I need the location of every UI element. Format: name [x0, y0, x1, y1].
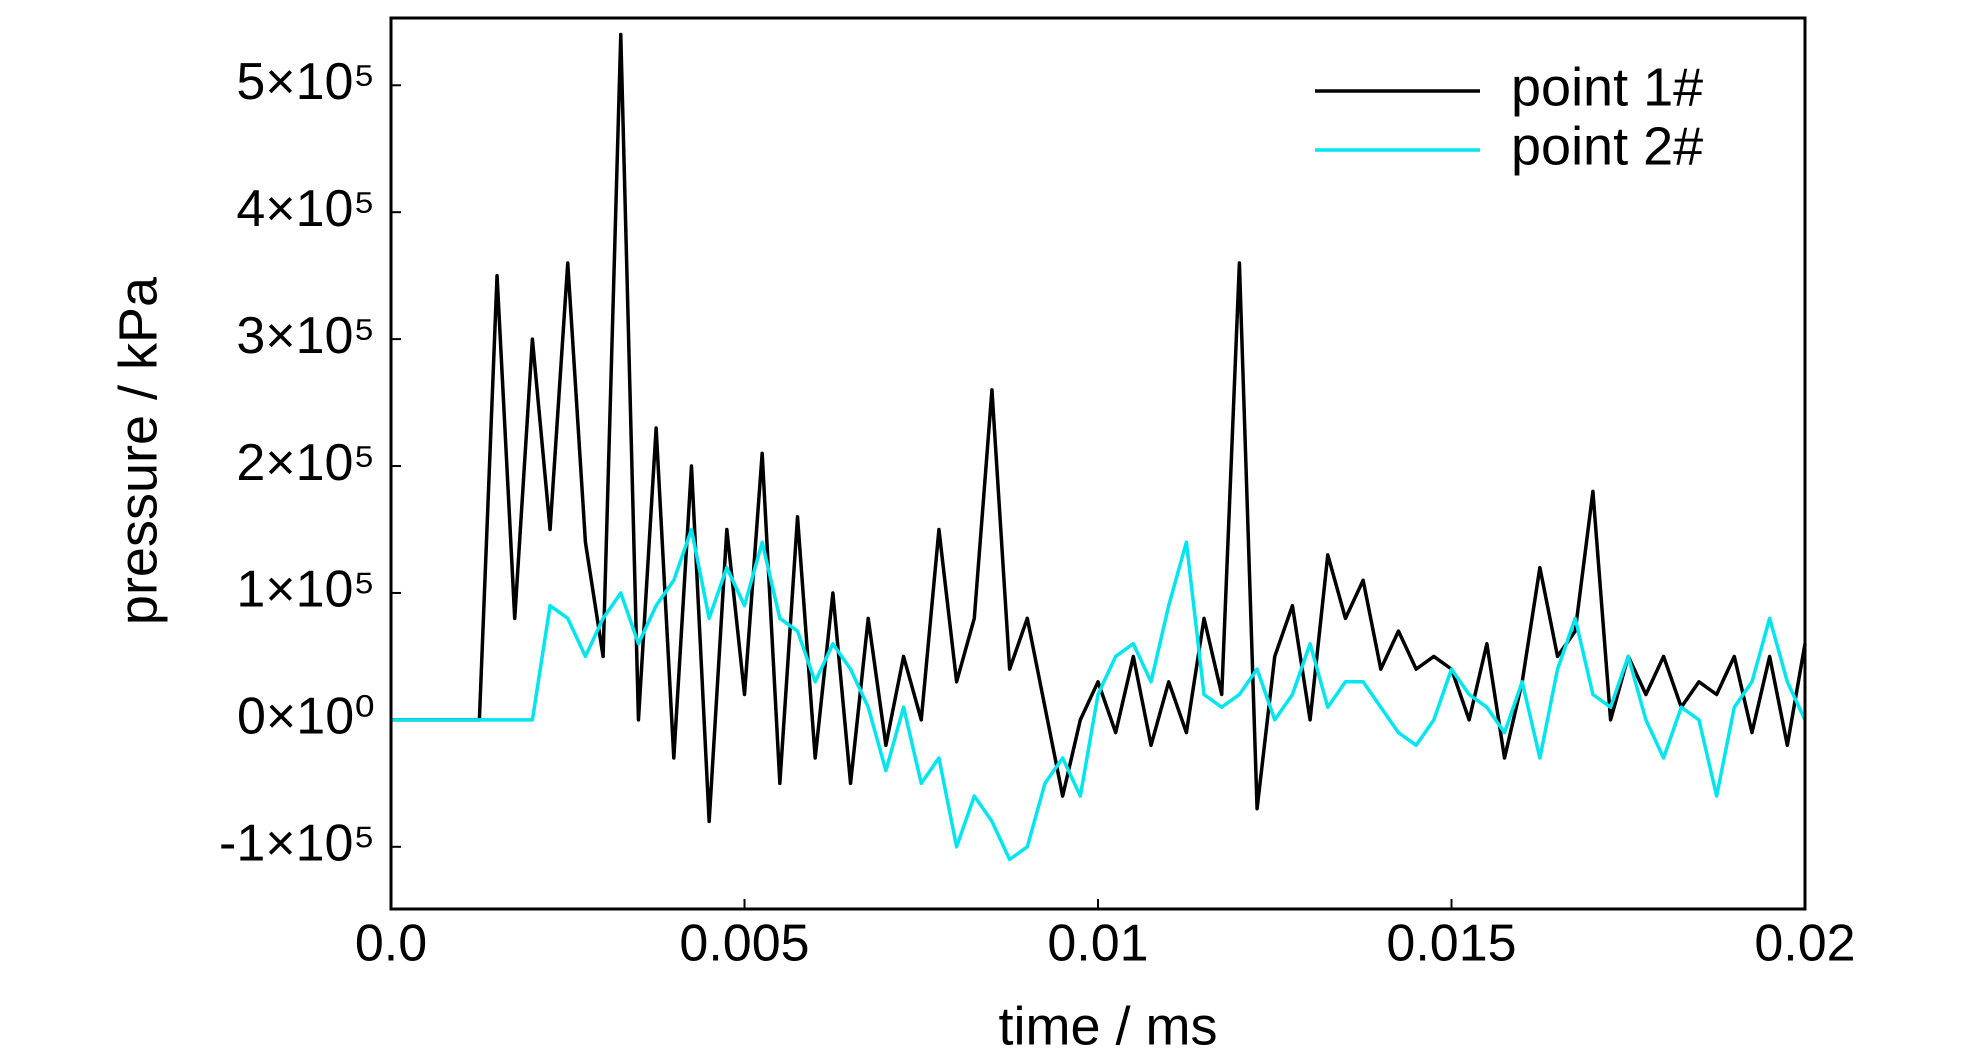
y-tick-label: 4×10⁵ — [236, 180, 375, 238]
y-tick-label: 2×10⁵ — [236, 434, 375, 492]
y-tick-label: 5×10⁵ — [236, 53, 375, 111]
y-tick-label: -1×10⁵ — [219, 815, 375, 873]
y-tick-label: 3×10⁵ — [236, 307, 375, 365]
legend-label: point 2# — [1511, 116, 1703, 176]
x-axis-label: time / ms — [998, 996, 1217, 1056]
x-tick-label: 0.0 — [355, 915, 427, 973]
plot-frame — [389, 16, 1807, 911]
series-line — [391, 527, 1807, 862]
y-axis-label: pressure / kPa — [108, 276, 168, 625]
x-tick-label: 0.01 — [1047, 915, 1148, 973]
x-tick-label: 0.015 — [1386, 915, 1516, 973]
x-tick-label: 0.005 — [679, 915, 809, 973]
y-tick-label: 0×10⁰ — [237, 688, 375, 746]
x-tick-label: 0.02 — [1754, 915, 1855, 973]
legend-label: point 1# — [1511, 57, 1703, 117]
y-tick-label: 1×10⁵ — [236, 561, 375, 619]
